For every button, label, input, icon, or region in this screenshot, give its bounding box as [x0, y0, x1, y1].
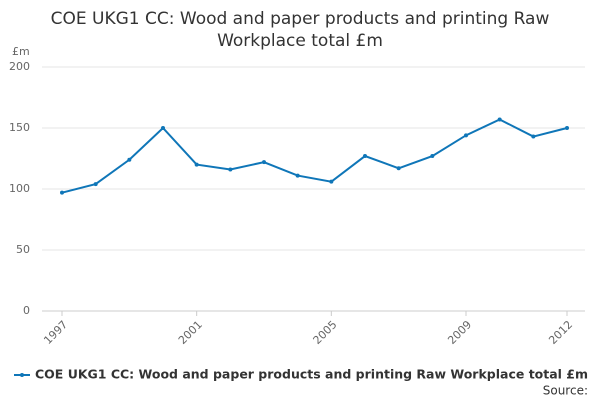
data-point: [262, 160, 266, 165]
x-tick-label: 1997: [41, 318, 70, 347]
data-point: [161, 126, 165, 130]
x-tick-label: 2005: [311, 318, 340, 347]
data-point: [194, 162, 199, 167]
x-tick-label: 2012: [546, 318, 575, 347]
data-point: [295, 173, 300, 178]
data-point: [329, 179, 334, 184]
data-point: [430, 154, 435, 159]
x-tick-label: 2001: [176, 318, 205, 347]
y-tick-label: 150: [9, 121, 30, 134]
y-tick-label: 200: [9, 60, 30, 73]
data-point: [497, 117, 502, 122]
data-point: [464, 133, 468, 138]
y-tick-label: 0: [23, 304, 30, 317]
data-point: [531, 134, 536, 139]
data-line: [61, 118, 568, 194]
data-point: [565, 126, 569, 130]
x-tick-label: 2009: [445, 318, 474, 347]
data-point: [363, 154, 367, 159]
source: Source:: [543, 384, 588, 398]
data-point: [93, 182, 98, 187]
legend-label: COE UKG1 CC: Wood and paper products and…: [35, 367, 588, 382]
chart-title: COE UKG1 CC: Wood and paper products and…: [50, 9, 550, 51]
legend-marker: [20, 373, 24, 377]
data-point: [228, 167, 233, 172]
data-point: [60, 190, 64, 195]
y-tick-label: 50: [16, 243, 30, 256]
data-point: [396, 166, 401, 171]
data-point: [127, 157, 132, 162]
y-tick-label: 100: [9, 182, 30, 195]
y-axis-label: £m: [12, 45, 30, 58]
